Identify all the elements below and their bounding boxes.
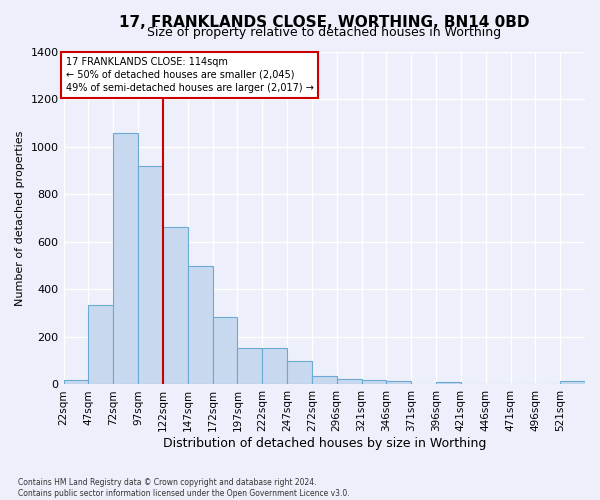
Bar bbox=[64, 380, 88, 384]
X-axis label: Distribution of detached houses by size in Worthing: Distribution of detached houses by size … bbox=[163, 437, 486, 450]
Bar bbox=[88, 305, 113, 384]
Bar bbox=[560, 381, 585, 384]
Bar bbox=[436, 382, 461, 384]
Bar bbox=[287, 360, 312, 384]
Bar bbox=[238, 348, 262, 385]
Text: Contains HM Land Registry data © Crown copyright and database right 2024.
Contai: Contains HM Land Registry data © Crown c… bbox=[18, 478, 350, 498]
Bar bbox=[188, 266, 212, 384]
Bar bbox=[163, 226, 188, 384]
Bar bbox=[386, 381, 411, 384]
Text: Size of property relative to detached houses in Worthing: Size of property relative to detached ho… bbox=[147, 26, 502, 38]
Title: 17, FRANKLANDS CLOSE, WORTHING, BN14 0BD: 17, FRANKLANDS CLOSE, WORTHING, BN14 0BD bbox=[119, 15, 530, 30]
Bar bbox=[362, 380, 386, 384]
Bar bbox=[113, 132, 138, 384]
Bar bbox=[312, 376, 337, 384]
Bar bbox=[212, 317, 238, 384]
Bar bbox=[337, 378, 362, 384]
Bar bbox=[138, 166, 163, 384]
Text: 17 FRANKLANDS CLOSE: 114sqm
← 50% of detached houses are smaller (2,045)
49% of : 17 FRANKLANDS CLOSE: 114sqm ← 50% of det… bbox=[65, 56, 313, 93]
Y-axis label: Number of detached properties: Number of detached properties bbox=[15, 130, 25, 306]
Bar bbox=[262, 348, 287, 385]
